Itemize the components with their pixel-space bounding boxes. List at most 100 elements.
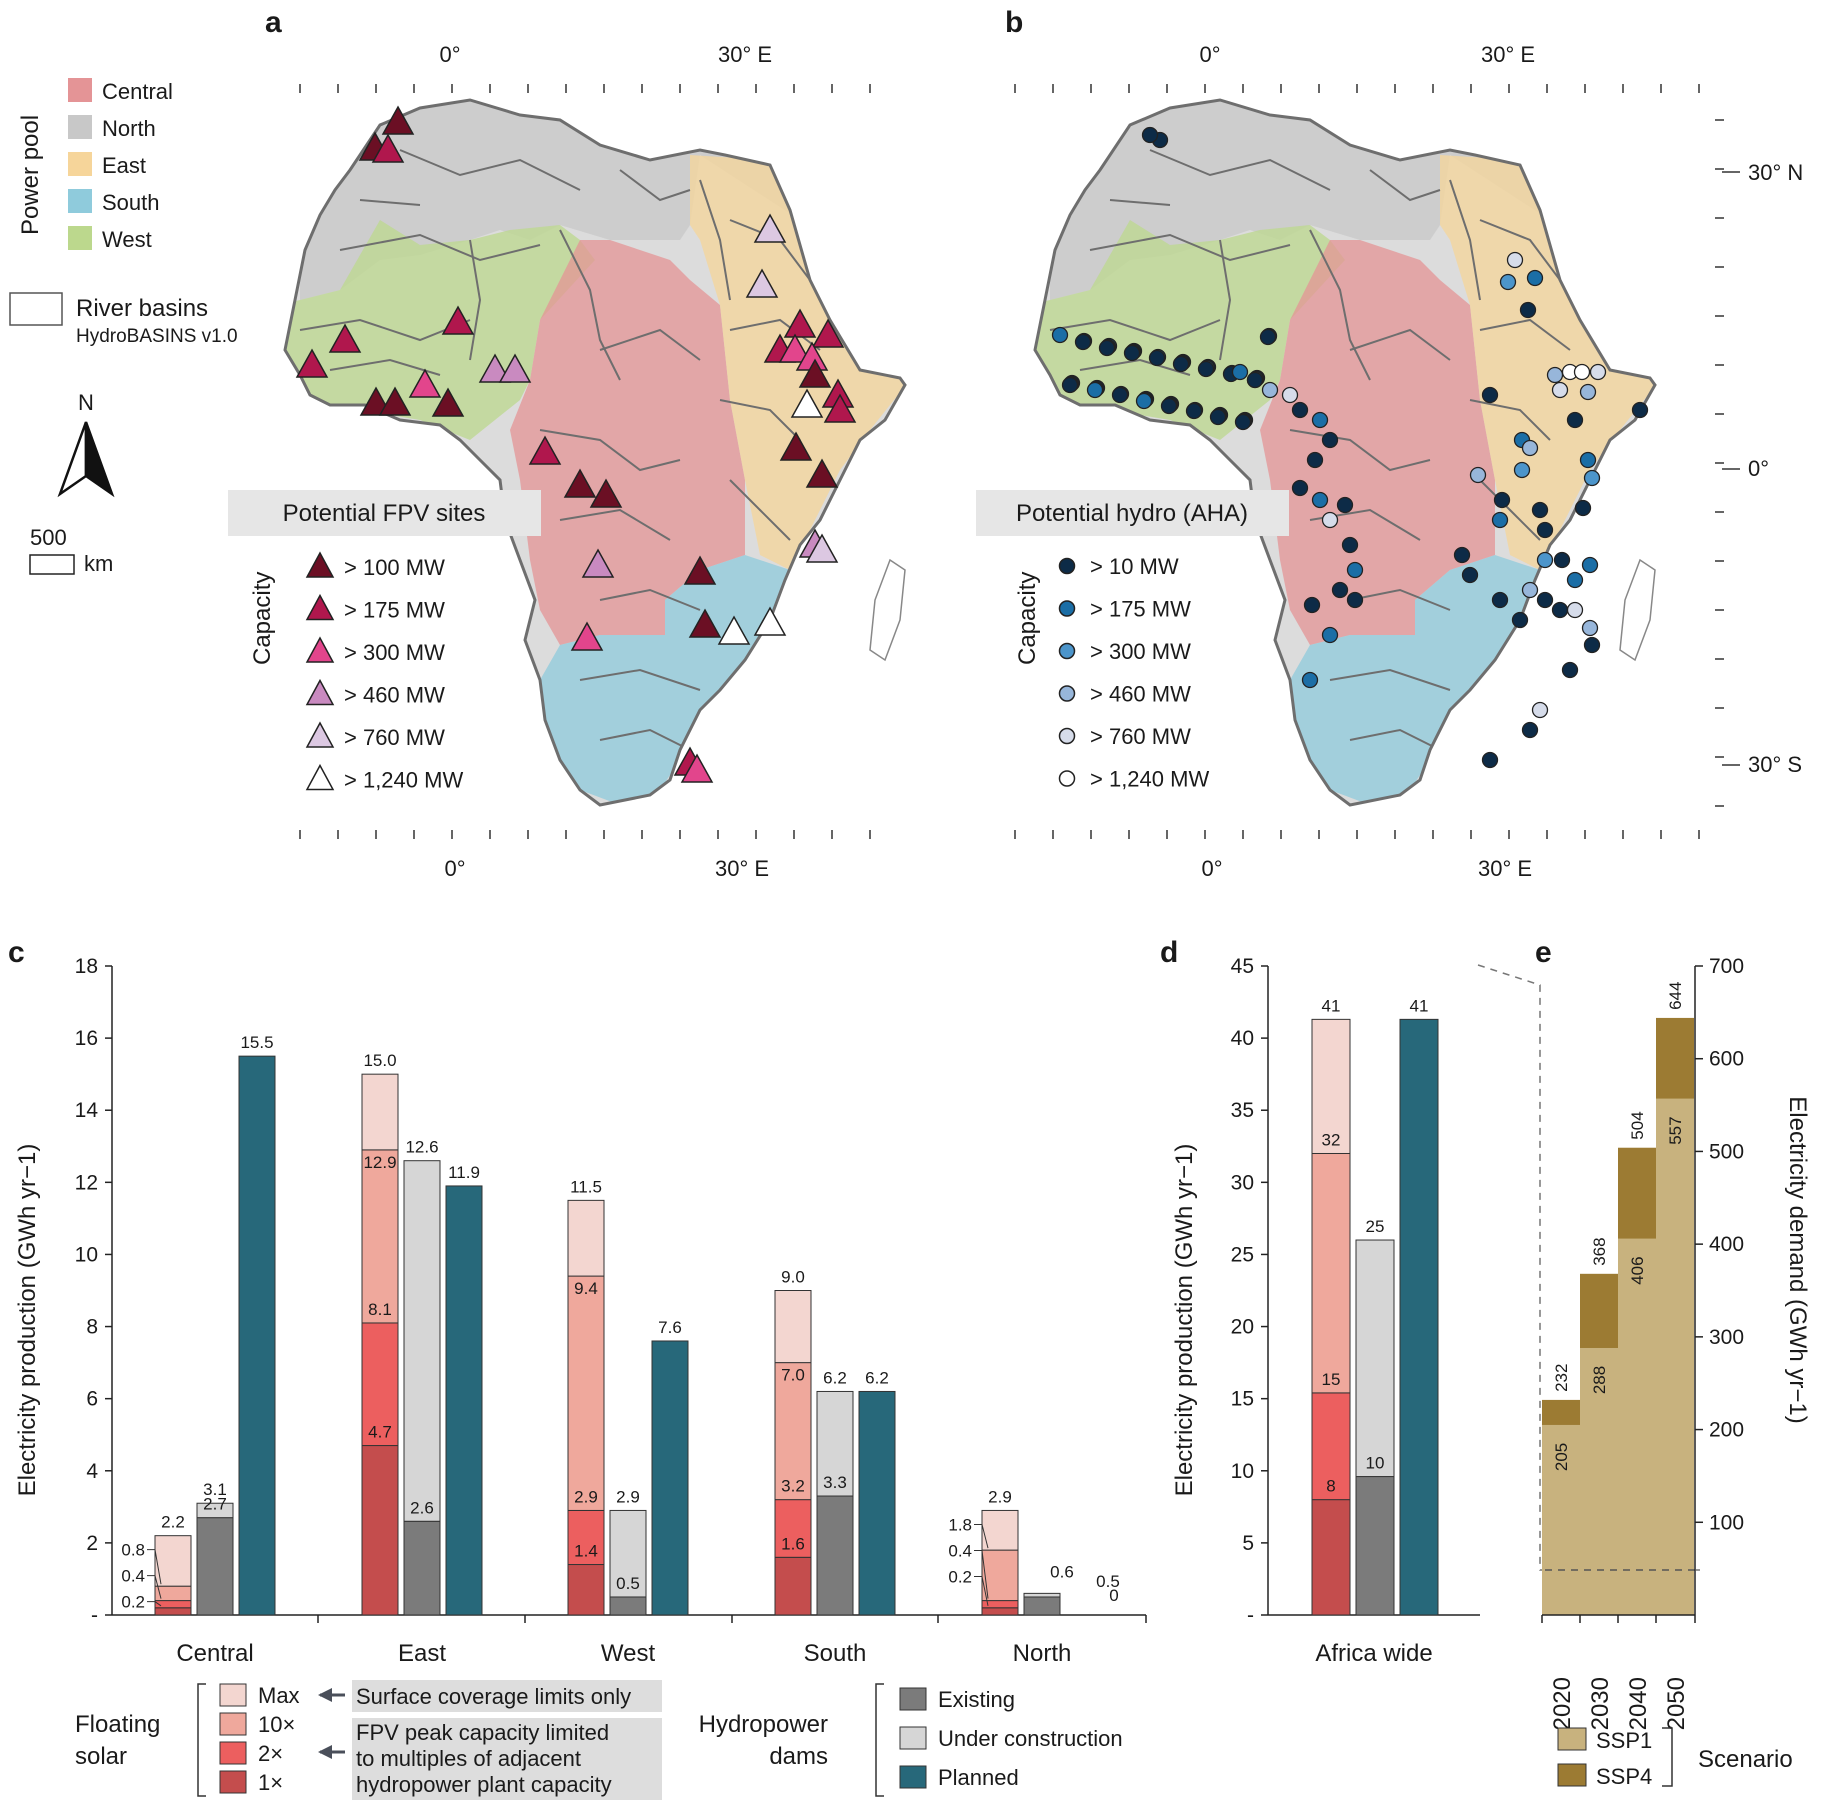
hydro-legend-label-4: > 760 MW	[1090, 724, 1191, 749]
chart-c-label-existing-1: 2.6	[410, 1498, 434, 1517]
region-south	[540, 555, 790, 805]
chart-c-bars	[154, 1055, 1061, 1616]
fpv-max-label: Max	[258, 1683, 300, 1708]
north-label: N	[78, 390, 94, 415]
hydro-site-70	[1546, 366, 1564, 384]
hydro-site-98	[1491, 591, 1509, 609]
fpv-site-15	[753, 213, 787, 243]
chart-e-label-ssp4-0: 232	[1552, 1364, 1571, 1392]
hydro-capacity-legend: Potential hydro (AHA) Capacity > 10 MW > …	[976, 490, 1289, 792]
hydro-site-41	[1234, 413, 1252, 431]
hydro-site-72	[1551, 381, 1569, 399]
basin-line-13	[599, 588, 701, 611]
hydro-site-101	[1583, 636, 1601, 654]
hydropower-title-line1: Hydropower	[699, 1711, 828, 1738]
chart-c-label-fpv-10x-4: 1.8	[948, 1515, 972, 1534]
chart-c-label-fpv-1x-3: 1.6	[781, 1534, 805, 1553]
fpv-2x-swatch	[219, 1741, 247, 1765]
chart-c-fpv-1×-3	[774, 1556, 812, 1616]
hydro-site-51	[1281, 386, 1299, 404]
chart-d-ytick-label: 35	[1231, 1099, 1254, 1122]
chart-c-ytick-label: 10	[75, 1243, 98, 1266]
north-arrow: N	[57, 390, 115, 498]
river-basin-swatch	[9, 292, 63, 326]
scenario-label: Scenario	[1698, 1746, 1793, 1773]
chart-c-production-by-pool: - 2 4 6 8 10 12 14 16 18 Central East West South North…	[14, 955, 1147, 1667]
chart-c-label-fpv-10x-2: 9.4	[574, 1279, 598, 1298]
chart-d-ytick-label: 10	[1231, 1460, 1254, 1483]
river-basins-label: River basins	[76, 295, 208, 322]
hydro-site-37	[1086, 381, 1104, 399]
basins	[299, 149, 821, 751]
chart-d-label-existing: 10	[1366, 1454, 1385, 1473]
hydro-site-59	[1341, 536, 1359, 554]
chart-c-existing-3	[816, 1495, 854, 1616]
basin-line-3	[469, 239, 482, 361]
note-arrowhead-max	[318, 1688, 332, 1702]
hydro-site-94	[1521, 581, 1539, 599]
chart-e-ssp1-bar-3	[1656, 1098, 1694, 1615]
chart-c-fpv-10×-0	[154, 1585, 192, 1602]
hydro-site-95	[1536, 591, 1554, 609]
note-multiples-line2: to multiples of adjacent	[356, 1746, 581, 1771]
chart-e-ylabel: Electricity demand (GWh yr−1)	[1784, 1096, 1811, 1423]
map-b-lon-label-0-bottom: 0°	[1201, 856, 1222, 881]
fpv-legend-label-2: > 300 MW	[344, 640, 445, 665]
chart-c-planned-2	[651, 1340, 689, 1616]
chart-c-ytick-label: 8	[86, 1316, 98, 1339]
scenario-bracket	[1662, 1727, 1673, 1787]
chart-c-category-label-2: West	[601, 1640, 656, 1667]
hydro-site-60	[1346, 561, 1364, 579]
fpv-site-26	[779, 431, 813, 461]
chart-c-label-fpv-2x-1: 8.1	[368, 1300, 392, 1319]
chart-c-existing-1	[403, 1520, 441, 1616]
floating-solar-title-line1: Floating	[75, 1711, 160, 1738]
hydro-site-36	[1259, 328, 1277, 346]
river-basins-legend: River basins HydroBASINS v1.0	[9, 292, 238, 347]
power-pool-regions-b	[1035, 100, 1655, 805]
basin-line-13	[1349, 588, 1451, 611]
chart-d-label-fpv-1x: 8	[1326, 1477, 1335, 1496]
chart-c-label-uc-1: 12.6	[405, 1138, 438, 1157]
scale-bar-box	[29, 554, 75, 575]
chart-e-ytick-label: 200	[1709, 1419, 1744, 1442]
hydro-site-107	[1469, 466, 1487, 484]
region-central	[510, 240, 745, 645]
river-basin-lines	[283, 98, 907, 807]
chart-c-ylabel: Electricity production (GWh yr−1)	[14, 1144, 41, 1497]
chart-c-ytick-label: -	[91, 1604, 98, 1627]
chart-d-fpv-Max	[1311, 1018, 1351, 1154]
hydro-legend-circle-3	[1058, 685, 1076, 702]
chart-c-label-planned-2: 7.6	[658, 1318, 682, 1337]
hydro-site-92	[1566, 571, 1584, 589]
under-construction-swatch	[899, 1726, 927, 1750]
chart-c-callout-line	[147, 1601, 162, 1607]
chart-c-ytick-label: 18	[75, 955, 98, 978]
note-multiples-line1: FPV peak capacity limited	[356, 1720, 609, 1745]
chart-d-ytick-label: 45	[1231, 955, 1254, 978]
chart-c-label-planned-1: 11.9	[448, 1163, 480, 1182]
chart-c-label-fpv-10x-1: 12.9	[363, 1153, 396, 1172]
chart-c-ytick-label: 4	[86, 1460, 98, 1483]
chart-e-axes: 100 200 300 400 500 600 700 2020 2030 2040 2050	[1541, 955, 1744, 1730]
hydro-site-104	[1521, 721, 1539, 739]
chart-e-category-label-3: 2050	[1663, 1677, 1690, 1730]
chart-c-callout-line	[147, 1575, 162, 1599]
chart-d-planned	[1399, 1018, 1439, 1616]
chart-c-fpv-1×-1	[361, 1445, 399, 1616]
fpv-legend-label-5: > 1,240 MW	[344, 768, 463, 793]
hydro-site-68	[1526, 269, 1544, 287]
hydro-site-106	[1336, 496, 1354, 514]
fpv-site-27	[805, 458, 839, 488]
chart-c-label-uc-2: 2.9	[616, 1487, 640, 1506]
hydro-site-42	[1061, 376, 1079, 394]
hydro-legend-label-2: > 300 MW	[1090, 639, 1191, 664]
chart-c-fpv-Max-1	[361, 1073, 399, 1151]
chart-c-fpv-10×-4	[981, 1549, 1019, 1602]
chart-d-fpv-2×	[1311, 1392, 1351, 1501]
chart-c-existing-4	[1023, 1596, 1061, 1616]
ssp4-label: SSP4	[1596, 1764, 1652, 1789]
power-pool-swatch-north	[68, 115, 92, 139]
basin-line-6	[539, 429, 681, 472]
fpv-site-31	[683, 555, 717, 585]
